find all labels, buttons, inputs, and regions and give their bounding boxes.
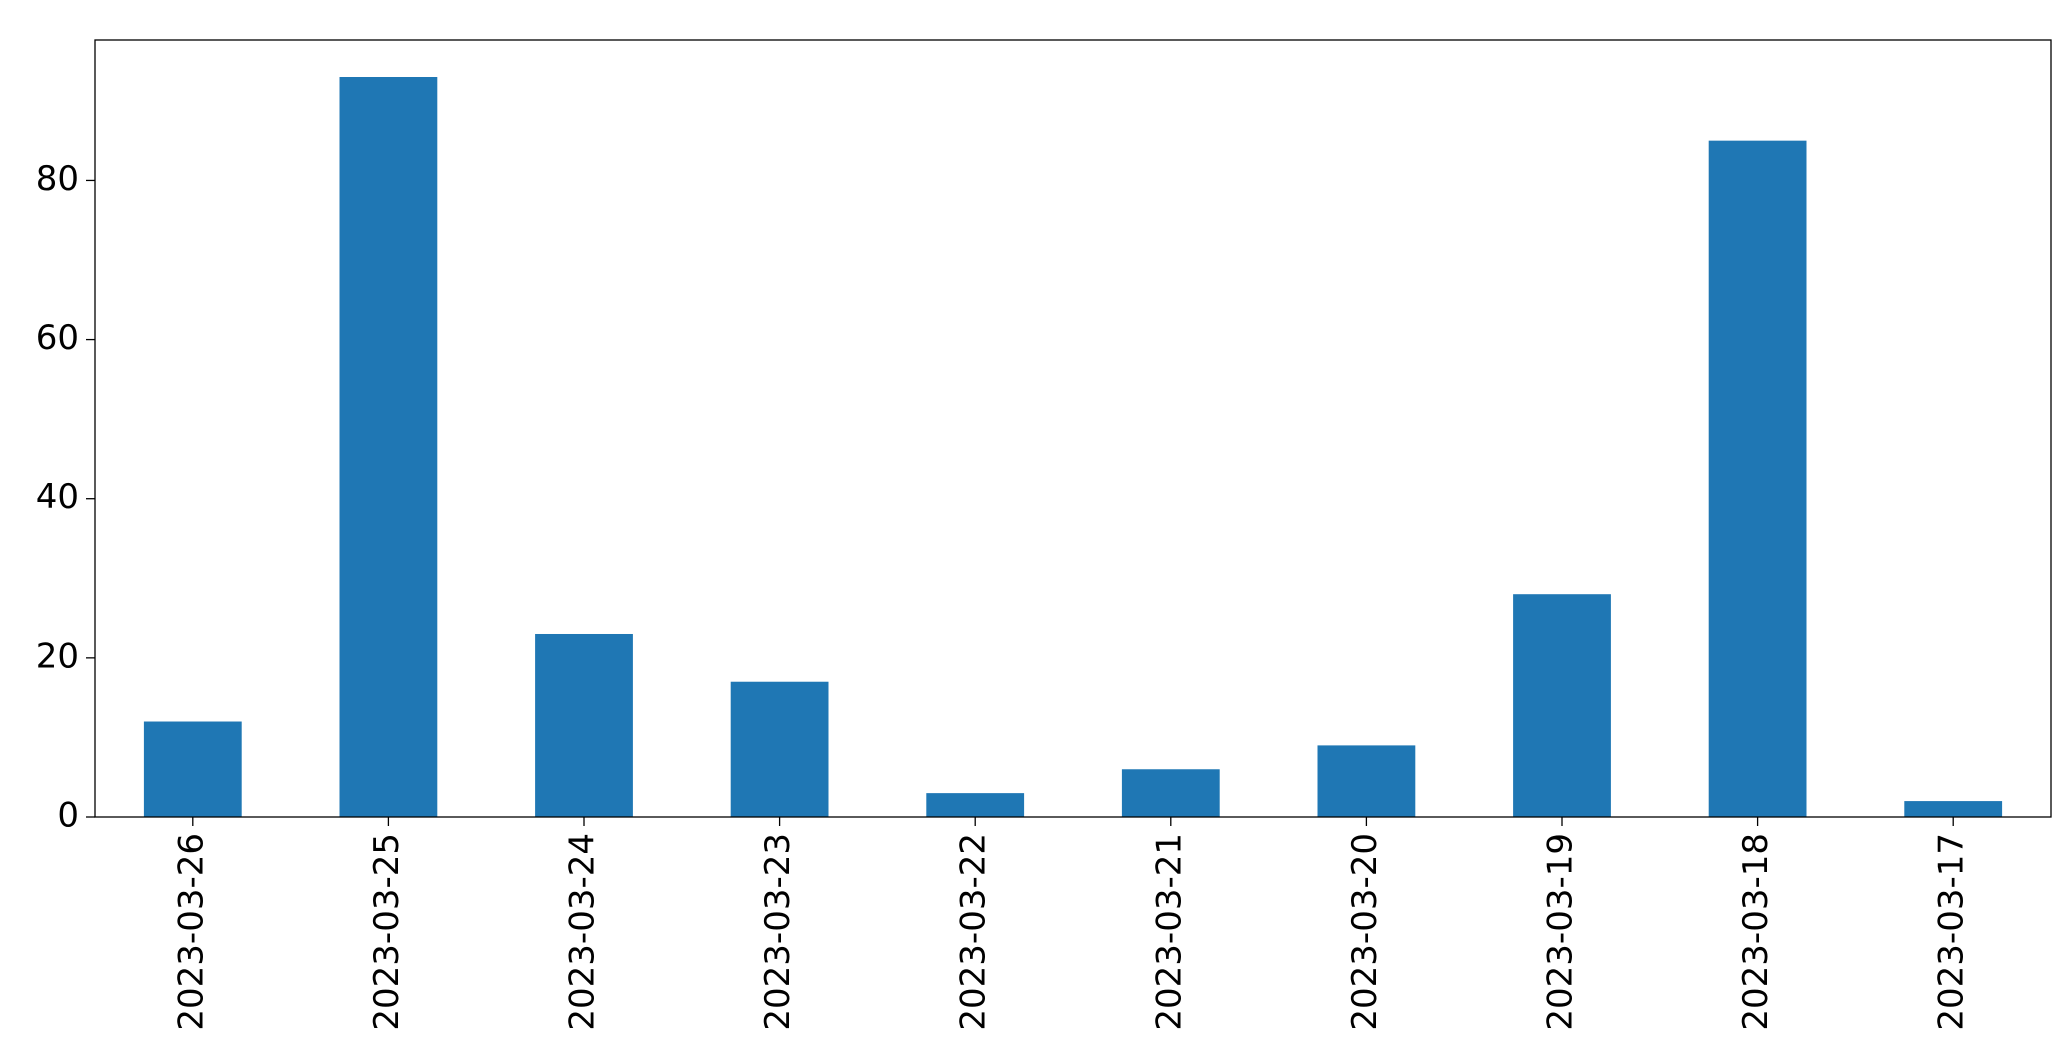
bar	[926, 793, 1025, 817]
y-tick-label: 20	[36, 636, 79, 676]
bar	[1708, 140, 1807, 818]
x-tick-label: 2023-03-19	[1541, 833, 1581, 1031]
y-tick-label: 80	[36, 159, 79, 199]
x-tick-label: 2023-03-21	[1149, 833, 1189, 1031]
bar	[535, 633, 633, 817]
x-tick-label: 2023-03-22	[954, 833, 994, 1031]
x-tick-label: 2023-03-18	[1736, 833, 1776, 1031]
y-tick-label: 0	[57, 796, 79, 836]
y-tick-label: 40	[36, 477, 79, 517]
bar	[1121, 769, 1220, 817]
bar	[1317, 745, 1416, 817]
bar	[1904, 801, 2003, 817]
x-tick-label: 2023-03-24	[563, 833, 603, 1031]
x-tick-label: 2023-03-20	[1345, 833, 1385, 1031]
bar	[143, 721, 242, 817]
bar	[339, 77, 438, 817]
x-tick-label: 2023-03-26	[171, 833, 211, 1031]
y-tick-label: 60	[36, 318, 79, 358]
plot-frame	[94, 39, 2052, 818]
bar	[730, 681, 829, 817]
x-tick-label: 2023-03-17	[1932, 833, 1972, 1031]
x-tick-label: 2023-03-25	[367, 833, 407, 1031]
x-tick-label: 2023-03-23	[758, 833, 798, 1031]
bar	[1513, 594, 1611, 817]
